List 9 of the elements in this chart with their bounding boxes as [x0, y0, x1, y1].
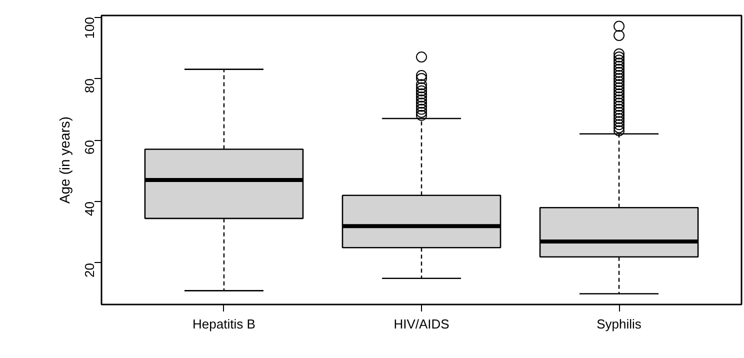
x-tick-label: Syphilis [596, 316, 642, 332]
y-tick-label: 40 [82, 201, 97, 216]
y-tick-label: 80 [82, 78, 97, 93]
y-tick-label: 20 [82, 262, 97, 278]
x-tick-label: Hepatitis B [192, 316, 256, 332]
x-tick-label: HIV/AIDS [394, 316, 450, 332]
y-tick-label: 60 [82, 140, 97, 154]
y-tick-label: 100 [82, 17, 97, 39]
y-axis-title: Age (in years) [56, 116, 72, 204]
